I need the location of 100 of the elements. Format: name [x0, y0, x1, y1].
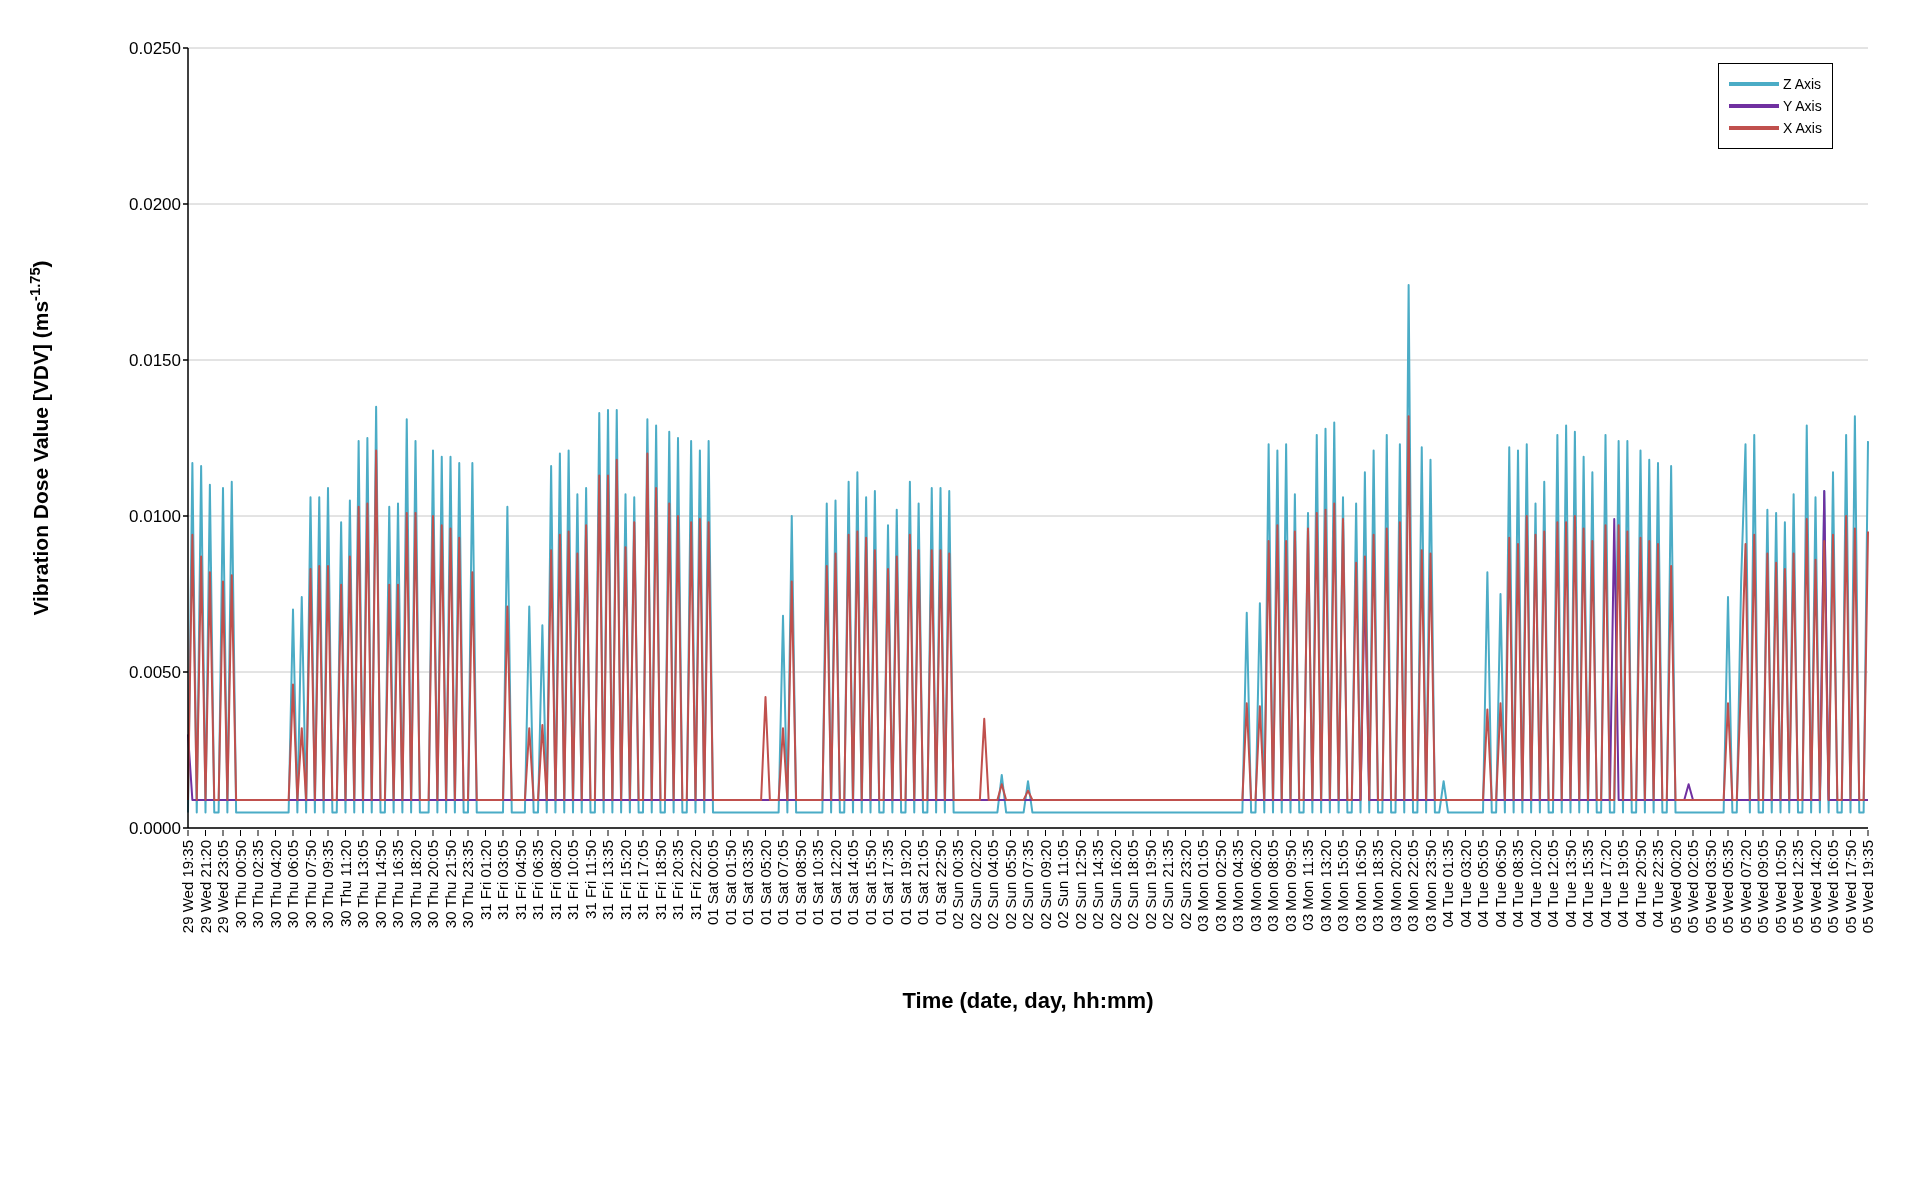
- x-tick-label: 29 Wed 19:35: [179, 840, 196, 934]
- x-tick-label: 04 Tue 05:05: [1474, 840, 1491, 928]
- x-tick-label: 01 Sat 07:05: [774, 840, 791, 926]
- x-tick-label: 30 Thu 00:50: [231, 840, 249, 929]
- x-tick-label: 03 Mon 08:05: [1264, 840, 1281, 932]
- x-tick-label: 02 Sun 05:50: [1001, 840, 1019, 930]
- x-tick-label: 04 Tue 10:20: [1526, 840, 1544, 928]
- y-tick-label: 0.0200: [129, 195, 181, 215]
- x-tick-label: 03 Mon 01:05: [1194, 840, 1211, 932]
- x-tick-label: 02 Sun 19:50: [1141, 840, 1159, 930]
- x-tick-label: 01 Sat 00:05: [704, 840, 721, 926]
- x-tick-label: 31 Fri 13:35: [599, 840, 616, 921]
- x-tick-label: 02 Sun 23:20: [1176, 840, 1194, 930]
- x-tick-label: 29 Wed 21:20: [196, 840, 214, 934]
- x-tick-label: 02 Sun 04:05: [984, 840, 1001, 930]
- x-tick-label: 03 Mon 16:50: [1351, 840, 1369, 932]
- x-tick-label: 02 Sun 11:05: [1054, 840, 1071, 929]
- x-tick-label: 03 Mon 15:05: [1334, 840, 1351, 932]
- x-tick-label: 03 Mon 13:20: [1316, 840, 1334, 932]
- x-tick-label: 31 Fri 06:35: [529, 840, 546, 921]
- x-tick-label: 02 Sun 14:35: [1089, 840, 1106, 930]
- x-tick-label: 05 Wed 17:50: [1841, 840, 1859, 934]
- x-tick-label: 04 Tue 03:20: [1456, 840, 1474, 928]
- line-series: [187, 415, 1869, 801]
- x-tick-label: 01 Sat 05:20: [756, 840, 774, 926]
- x-tick-label: 04 Tue 15:35: [1579, 840, 1596, 928]
- x-tick-label: 31 Fri 04:50: [511, 840, 529, 921]
- x-tick-label: 03 Mon 20:20: [1386, 840, 1404, 932]
- x-tick-label: 30 Thu 09:35: [319, 840, 336, 929]
- x-tick-label: 05 Wed 14:20: [1806, 840, 1824, 934]
- x-tick-label: 03 Mon 04:35: [1229, 840, 1246, 932]
- x-tick-label: 05 Wed 10:50: [1771, 840, 1789, 934]
- y-tick-label: 0.0000: [129, 819, 181, 839]
- x-tick-label: 04 Tue 01:35: [1439, 840, 1456, 928]
- x-tick-label: 31 Fri 10:05: [564, 840, 581, 921]
- x-tick-label: 30 Thu 06:05: [284, 840, 301, 929]
- x-tick-label: 02 Sun 09:20: [1036, 840, 1054, 930]
- x-tick-label: 05 Wed 07:20: [1736, 840, 1754, 934]
- x-tick-label: 05 Wed 05:35: [1719, 840, 1736, 934]
- x-tick-label: 02 Sun 02:20: [966, 840, 984, 930]
- x-tick-label: 03 Mon 06:20: [1246, 840, 1264, 932]
- x-tick-label: 04 Tue 20:50: [1631, 840, 1649, 928]
- x-tick-label: 01 Sat 08:50: [791, 840, 809, 926]
- x-tick-label: 05 Wed 00:20: [1666, 840, 1684, 934]
- x-tick-label: 03 Mon 09:50: [1281, 840, 1299, 932]
- x-tick-label: 01 Sat 22:50: [931, 840, 949, 926]
- x-tick-label: 02 Sun 16:20: [1106, 840, 1124, 930]
- x-tick-label: 31 Fri 08:20: [546, 840, 564, 921]
- x-tick-label: 01 Sat 21:05: [914, 840, 931, 926]
- x-tick-label: 30 Thu 13:05: [354, 840, 371, 929]
- x-tick-label: 31 Fri 15:20: [616, 840, 634, 921]
- x-tick-label: 05 Wed 12:35: [1789, 840, 1806, 934]
- x-tick-label: 04 Tue 19:05: [1614, 840, 1631, 928]
- x-tick-label: 01 Sat 14:05: [844, 840, 861, 926]
- x-tick-label: 31 Fri 11:50: [581, 840, 599, 919]
- y-tick-label: 0.0100: [129, 507, 181, 527]
- x-tick-label: 30 Thu 04:20: [266, 840, 284, 929]
- x-tick-label: 31 Fri 03:05: [494, 840, 511, 921]
- x-tick-label: 02 Sun 00:35: [949, 840, 966, 930]
- x-tick-label: 31 Fri 01:20: [476, 840, 494, 921]
- x-tick-label: 30 Thu 21:50: [441, 840, 459, 929]
- x-tick-label: 30 Thu 02:35: [249, 840, 266, 929]
- x-tick-label: 05 Wed 19:35: [1859, 840, 1876, 934]
- x-tick-label: 31 Fri 17:05: [634, 840, 651, 921]
- x-tick-label: 30 Thu 16:35: [389, 840, 406, 929]
- x-tick-label: 31 Fri 18:50: [651, 840, 669, 921]
- x-tick-label: 01 Sat 15:50: [861, 840, 879, 926]
- x-tick-label: 30 Thu 07:50: [301, 840, 319, 929]
- x-tick-label: 02 Sun 21:35: [1159, 840, 1176, 930]
- legend-label: Y Axis: [1783, 98, 1822, 114]
- x-tick-label: 30 Thu 20:05: [424, 840, 441, 929]
- x-tick-label: 02 Sun 07:35: [1019, 840, 1036, 930]
- x-tick-label: 03 Mon 18:35: [1369, 840, 1386, 932]
- x-tick-label: 31 Fri 20:35: [669, 840, 686, 921]
- x-tick-label: 03 Mon 23:50: [1421, 840, 1439, 932]
- x-tick-label: 31 Fri 22:20: [686, 840, 704, 921]
- x-tick-label: 04 Tue 12:05: [1544, 840, 1561, 928]
- x-tick-label: 04 Tue 08:35: [1509, 840, 1526, 928]
- x-tick-label: 01 Sat 10:35: [809, 840, 826, 926]
- x-tick-label: 03 Mon 02:50: [1211, 840, 1229, 932]
- x-tick-label: 30 Thu 14:50: [371, 840, 389, 929]
- y-tick-label: 0.0150: [129, 351, 181, 371]
- x-tick-label: 04 Tue 22:35: [1649, 840, 1666, 928]
- x-tick-label: 03 Mon 22:05: [1404, 840, 1421, 932]
- x-tick-label: 02 Sun 12:50: [1071, 840, 1089, 930]
- x-tick-label: 30 Thu 18:20: [406, 840, 424, 929]
- x-tick-label: 03 Mon 11:35: [1299, 840, 1316, 931]
- x-tick-label: 05 Wed 16:05: [1824, 840, 1841, 934]
- x-tick-label: 05 Wed 03:50: [1701, 840, 1719, 934]
- y-tick-label: 0.0050: [129, 663, 181, 683]
- x-tick-label: 02 Sun 18:05: [1124, 840, 1141, 930]
- x-tick-label: 30 Thu 23:35: [459, 840, 476, 929]
- legend-label: Z Axis: [1783, 76, 1822, 92]
- x-tick-label: 04 Tue 13:50: [1561, 840, 1579, 928]
- x-tick-label: 01 Sat 01:50: [721, 840, 739, 926]
- x-tick-label: 01 Sat 12:20: [826, 840, 844, 926]
- x-tick-label: 04 Tue 17:20: [1596, 840, 1614, 928]
- x-tick-label: 05 Wed 02:05: [1684, 840, 1701, 934]
- x-tick-label: 01 Sat 17:35: [879, 840, 896, 926]
- legend-label: X Axis: [1783, 120, 1822, 136]
